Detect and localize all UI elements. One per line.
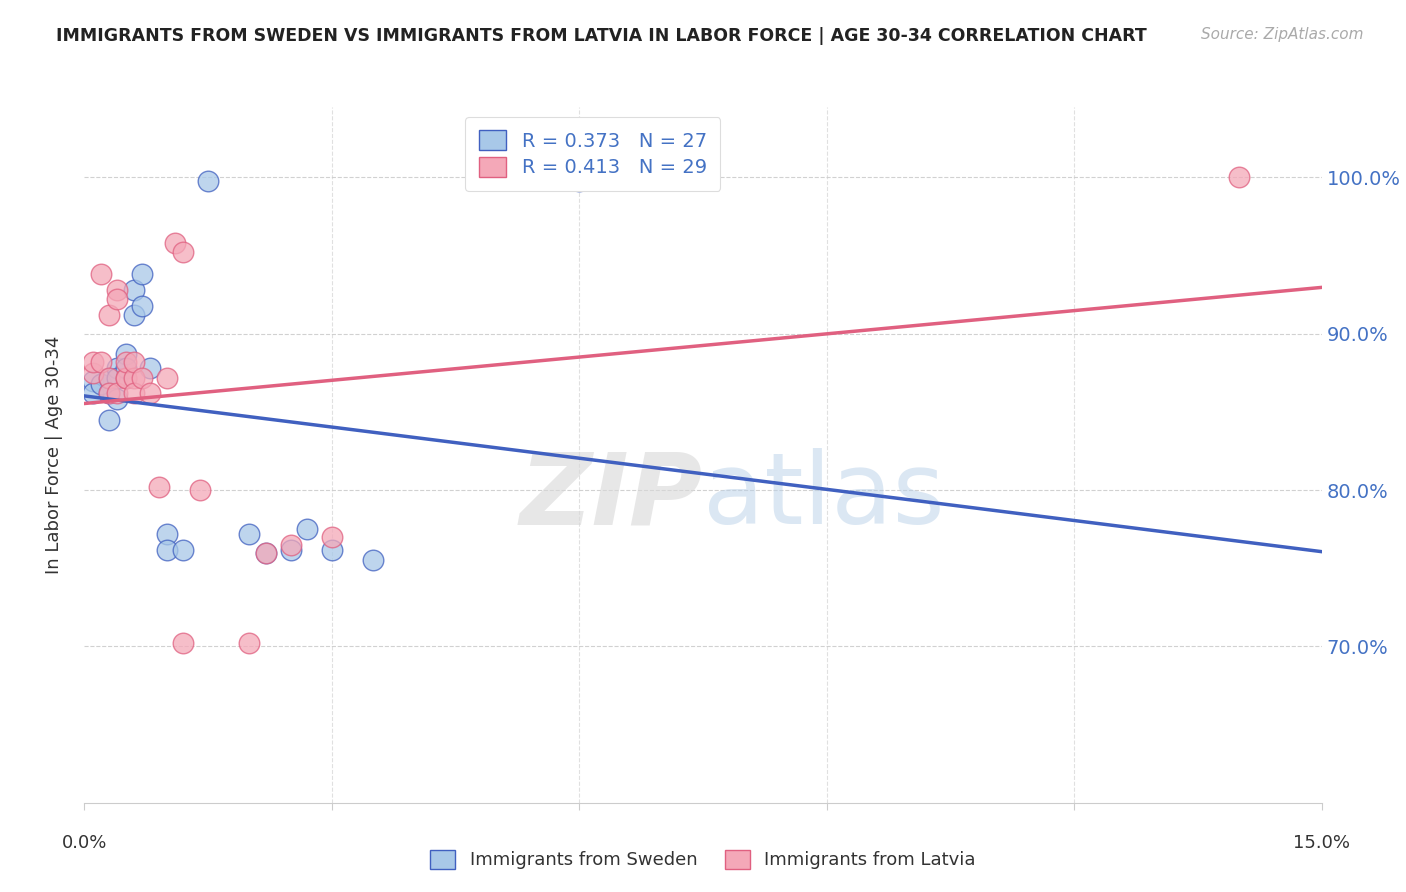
Point [82, 386, 104, 401]
Point [238, 527, 260, 541]
Point [321, 542, 343, 557]
Point [114, 347, 136, 361]
Point [280, 542, 302, 557]
Point [1227, 170, 1250, 185]
Point [82, 366, 104, 380]
Point [105, 370, 128, 384]
Point [188, 483, 211, 497]
Point [156, 542, 179, 557]
Point [98, 386, 121, 401]
Point [148, 480, 170, 494]
Point [139, 361, 162, 376]
Y-axis label: In Labor Force | Age 30-34: In Labor Force | Age 30-34 [45, 335, 63, 574]
Point [98, 308, 121, 322]
Legend: Immigrants from Sweden, Immigrants from Latvia: Immigrants from Sweden, Immigrants from … [422, 841, 984, 879]
Point [361, 553, 384, 567]
Text: 0.0%: 0.0% [62, 834, 107, 852]
Text: IMMIGRANTS FROM SWEDEN VS IMMIGRANTS FROM LATVIA IN LABOR FORCE | AGE 30-34 CORR: IMMIGRANTS FROM SWEDEN VS IMMIGRANTS FRO… [56, 27, 1147, 45]
Point [295, 522, 318, 536]
Point [165, 235, 187, 250]
Point [238, 636, 260, 650]
Point [90, 376, 112, 391]
Point [98, 386, 121, 401]
Point [98, 413, 121, 427]
Point [114, 370, 136, 384]
Point [82, 374, 104, 388]
Point [105, 386, 128, 401]
Text: ZIP: ZIP [520, 448, 703, 545]
Point [114, 370, 136, 384]
Point [156, 370, 179, 384]
Point [105, 293, 128, 307]
Point [197, 173, 219, 187]
Point [105, 283, 128, 297]
Point [122, 308, 145, 322]
Point [82, 355, 104, 369]
Point [254, 546, 277, 560]
Point [122, 370, 145, 384]
Point [114, 355, 136, 369]
Legend: R = 0.373   N = 27, R = 0.413   N = 29: R = 0.373 N = 27, R = 0.413 N = 29 [465, 117, 720, 191]
Point [90, 268, 112, 282]
Point [321, 530, 343, 544]
Point [98, 370, 121, 384]
Point [122, 355, 145, 369]
Point [131, 299, 153, 313]
Point [172, 636, 194, 650]
Point [122, 283, 145, 297]
Point [105, 361, 128, 376]
Point [172, 542, 194, 557]
Point [568, 173, 591, 187]
Point [105, 392, 128, 407]
Point [114, 361, 136, 376]
Point [131, 370, 153, 384]
Point [98, 370, 121, 384]
Point [90, 355, 112, 369]
Point [122, 386, 145, 401]
Point [156, 527, 179, 541]
Point [172, 245, 194, 260]
Point [131, 268, 153, 282]
Point [139, 386, 162, 401]
Text: Source: ZipAtlas.com: Source: ZipAtlas.com [1201, 27, 1364, 42]
Text: 15.0%: 15.0% [1294, 834, 1350, 852]
Point [280, 538, 302, 552]
Text: atlas: atlas [703, 448, 945, 545]
Point [254, 546, 277, 560]
